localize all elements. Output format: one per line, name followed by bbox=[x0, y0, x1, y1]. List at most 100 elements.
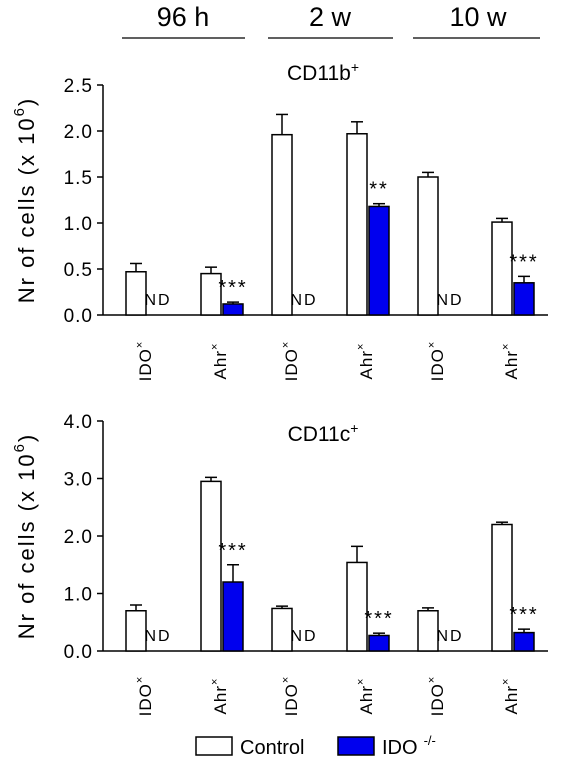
time-headers: 96 h 2 w 10 w bbox=[122, 2, 540, 39]
x-category-label-sup: × bbox=[134, 341, 146, 348]
bar-control bbox=[200, 272, 222, 316]
x-category-label-text: Ahr bbox=[357, 350, 376, 379]
significance-label: *** bbox=[218, 540, 247, 562]
chart-cd11b: 0.0 0.5 1.0 1.5 2.0 2.5 Nr of cells (x 106) CD1… bbox=[11, 59, 548, 381]
nd-label: ND bbox=[290, 292, 317, 309]
significance-label: *** bbox=[364, 608, 393, 630]
bar-control bbox=[271, 133, 293, 316]
bar-control bbox=[125, 610, 147, 652]
legend-label-ido-sup: -/- bbox=[424, 733, 436, 748]
y-tick-label: 0.0 bbox=[64, 642, 93, 663]
y-tick-label: 1.0 bbox=[64, 214, 93, 235]
bar-ido bbox=[222, 581, 244, 652]
bar-control bbox=[417, 610, 439, 652]
y-axis-label-close: ) bbox=[14, 433, 39, 442]
y-axis-label-sup: 6 bbox=[11, 106, 28, 116]
x-category-label-sup: × bbox=[355, 343, 367, 350]
significance-label: *** bbox=[509, 251, 538, 273]
nd-label: ND bbox=[436, 628, 463, 645]
x-category-label-sup: × bbox=[209, 678, 221, 685]
x-category-label-sup: × bbox=[209, 343, 221, 350]
nd-label: ND bbox=[436, 292, 463, 309]
x-category-label-sup: × bbox=[355, 678, 367, 685]
bar-control bbox=[491, 523, 513, 652]
x-category-label: IDO× bbox=[134, 341, 155, 382]
chart-title: CD11c+ bbox=[288, 420, 359, 446]
time-label-10w: 10 w bbox=[449, 2, 507, 32]
x-category-label: IDO× bbox=[280, 341, 301, 382]
bar-ido bbox=[513, 282, 535, 316]
x-category-label-sup: × bbox=[426, 676, 438, 683]
chart-title: CD11b+ bbox=[287, 59, 359, 85]
significance-label: *** bbox=[218, 277, 247, 299]
x-category-label: IDO× bbox=[134, 676, 155, 717]
significance-label: ** bbox=[369, 179, 389, 201]
y-axis-label-text: Nr of cells (x 10 bbox=[14, 452, 39, 639]
legend-label-ido: IDO -/- bbox=[382, 733, 436, 759]
x-category-label-text: IDO bbox=[282, 683, 301, 716]
x-category-label: Ahr× bbox=[500, 343, 521, 380]
bar-ido bbox=[368, 634, 390, 652]
x-category-label-sup: × bbox=[280, 676, 292, 683]
legend-swatch-ido bbox=[337, 736, 375, 756]
x-category-label: Ahr× bbox=[355, 678, 376, 715]
y-axis-label: Nr of cells (x 106) bbox=[11, 433, 39, 640]
legend-swatch-control bbox=[195, 736, 233, 756]
y-axis-label-text: Nr of cells (x 10 bbox=[14, 116, 39, 303]
x-category-label-sup: × bbox=[426, 341, 438, 348]
time-label-96h: 96 h bbox=[157, 2, 210, 32]
chart-cd11c: 0.0 1.0 2.0 3.0 4.0 Nr of cells (x 106) CD11c+… bbox=[11, 412, 548, 716]
x-category-label-text: Ahr bbox=[357, 685, 376, 714]
y-tick-label: 0.5 bbox=[64, 260, 93, 281]
x-category-label: Ahr× bbox=[209, 678, 230, 715]
legend-label-ido-text: IDO bbox=[382, 737, 418, 759]
x-category-label-sup: × bbox=[134, 676, 146, 683]
y-tick-label: 3.0 bbox=[64, 470, 93, 491]
y-axis-label-sup: 6 bbox=[11, 442, 28, 452]
y-tick-label: 2.0 bbox=[64, 527, 93, 548]
bar-control bbox=[417, 176, 439, 316]
x-category-label-text: Ahr bbox=[502, 685, 521, 714]
x-category-label-text: Ahr bbox=[502, 350, 521, 379]
bar-ido bbox=[368, 205, 390, 316]
x-category-label-text: IDO bbox=[428, 683, 447, 716]
x-category-label: IDO× bbox=[426, 676, 447, 717]
bar-ido bbox=[513, 631, 535, 652]
nd-label: ND bbox=[290, 628, 317, 645]
chart-title-sup: + bbox=[350, 420, 358, 436]
x-category-label: Ahr× bbox=[500, 678, 521, 715]
bar-control bbox=[271, 607, 293, 652]
x-category-label-sup: × bbox=[500, 678, 512, 685]
bar-control bbox=[491, 221, 513, 316]
x-category-label-text: IDO bbox=[136, 348, 155, 381]
chart-title-text: CD11c bbox=[288, 423, 351, 446]
x-category-label-text: Ahr bbox=[211, 685, 230, 714]
x-category-label-text: Ahr bbox=[211, 350, 230, 379]
chart-title-sup: + bbox=[351, 59, 359, 75]
x-category-label: IDO× bbox=[426, 341, 447, 382]
x-category-label-text: IDO bbox=[428, 348, 447, 381]
x-category-label-text: IDO bbox=[136, 683, 155, 716]
bar-ido bbox=[222, 303, 244, 316]
x-category-label-sup: × bbox=[280, 341, 292, 348]
time-label-2w: 2 w bbox=[309, 2, 352, 32]
chart-title-text: CD11b bbox=[287, 62, 351, 85]
x-category-label: IDO× bbox=[280, 676, 301, 717]
y-axis-label-close: ) bbox=[14, 97, 39, 106]
significance-label: *** bbox=[509, 604, 538, 626]
y-tick-label: 2.5 bbox=[64, 76, 93, 97]
y-tick-label: 4.0 bbox=[64, 412, 93, 433]
nd-label: ND bbox=[144, 628, 171, 645]
y-tick-label: 2.0 bbox=[64, 122, 93, 143]
legend: Control IDO -/- bbox=[195, 733, 436, 759]
y-tick-label: 0.0 bbox=[64, 306, 93, 327]
y-tick-label: 1.5 bbox=[64, 168, 93, 189]
bar-control bbox=[125, 271, 147, 316]
bar-control bbox=[200, 480, 222, 652]
x-category-label-sup: × bbox=[500, 343, 512, 350]
nd-label: ND bbox=[144, 292, 171, 309]
x-category-label: Ahr× bbox=[209, 343, 230, 380]
x-category-label: Ahr× bbox=[355, 343, 376, 380]
bar-control bbox=[346, 561, 368, 652]
